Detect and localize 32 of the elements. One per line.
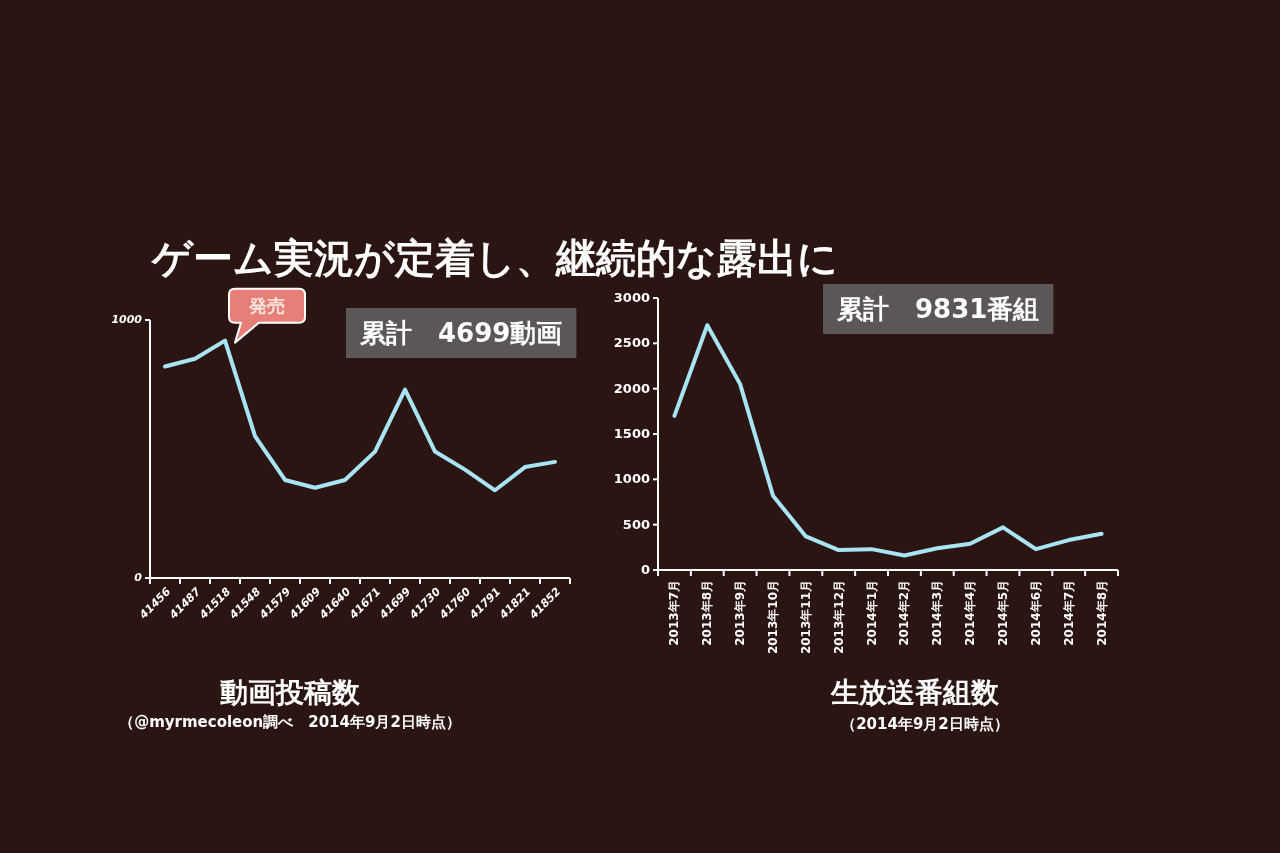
y-tick-label: 1000 (613, 470, 650, 486)
x-tick-label: 2014年3月 (929, 580, 944, 646)
x-tick-label: 2013年8月 (699, 580, 714, 646)
x-tick-label: 2014年6月 (1028, 580, 1043, 646)
text: （@myrmecoleon調べ 2014年9月2日時点） (119, 713, 461, 731)
y-tick-label: 0 (640, 561, 650, 577)
y-tick-label: 2000 (613, 380, 650, 396)
line-series (672, 323, 1104, 558)
x-tick-label: 2013年9月 (732, 580, 747, 646)
x-tick-label: 2014年7月 (1061, 580, 1076, 646)
text: 生放送番組数 (830, 676, 1000, 709)
x-tick-label: 2014年8月 (1094, 580, 1109, 646)
x-tick-label: 2013年12月 (831, 580, 846, 655)
text: （2014年9月2日時点） (841, 715, 1009, 733)
y-tick-label: 1000 (111, 313, 143, 326)
y-tick-label: 1500 (613, 425, 650, 441)
y-tick-label: 3000 (613, 289, 650, 305)
x-tick-label: 2014年5月 (995, 580, 1010, 646)
annotation: 累計 9831番組 (836, 293, 1040, 324)
annotation: 発売 (248, 294, 285, 316)
x-tick-label: 2014年1月 (864, 580, 879, 646)
x-tick-label: 2014年4月 (962, 580, 977, 646)
text: 動画投稿数 (219, 676, 361, 709)
x-tick-label: 2013年7月 (666, 580, 681, 646)
x-tick-label: 2013年11月 (798, 580, 813, 655)
y-tick-label: 0 (134, 571, 143, 584)
y-tick-label: 2500 (613, 334, 650, 350)
text: ゲーム実況が定着し、継続的な露出に (150, 235, 838, 281)
annotation: 累計 4699動画 (359, 317, 563, 348)
y-tick-label: 500 (622, 516, 650, 532)
x-tick-label: 2014年2月 (896, 580, 911, 646)
x-tick-label: 2013年10月 (765, 580, 780, 655)
